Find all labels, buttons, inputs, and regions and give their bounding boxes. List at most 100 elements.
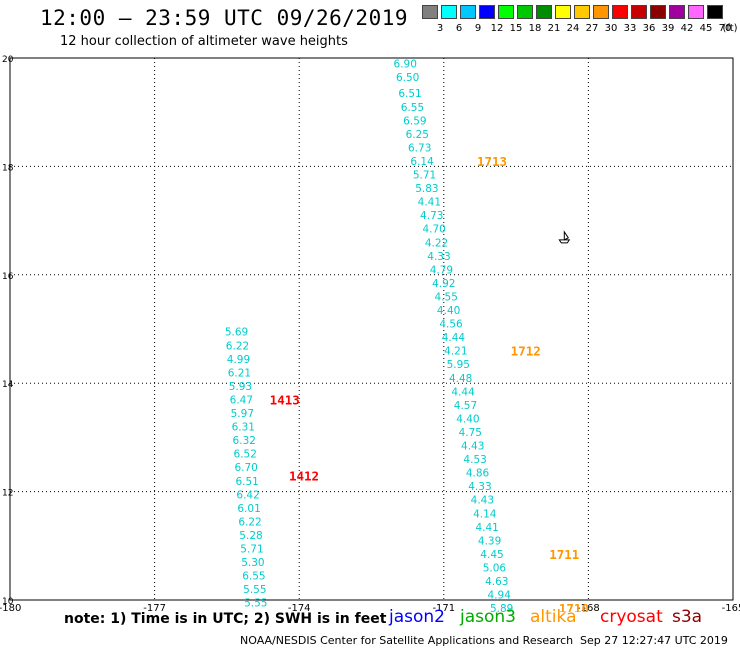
wave-height-value: 4.33: [468, 481, 491, 493]
wave-height-value: 4.75: [459, 427, 482, 439]
color-swatch-36: [631, 5, 647, 19]
wave-height-value: 4.63: [485, 576, 508, 588]
wave-height-value: 4.99: [227, 354, 250, 366]
wave-height-value: 4.73: [420, 210, 443, 222]
wave-height-value: 4.33: [427, 251, 450, 263]
wave-height-value: 6.14: [410, 156, 434, 168]
wave-height-value: 6.90: [394, 58, 417, 70]
pass-time-label: 1412: [279, 609, 309, 612]
wave-height-value: 6.51: [398, 88, 421, 100]
wave-height-value: 5.83: [415, 183, 438, 195]
wave-height-value: 4.94: [488, 590, 512, 602]
color-swatch-label: 39: [661, 23, 675, 34]
wave-height-value: 5.30: [241, 557, 264, 569]
pass-time-label: 1412: [289, 468, 319, 483]
wave-height-value: 4.43: [461, 441, 484, 453]
wave-height-value: 6.51: [235, 476, 258, 488]
pass-time-label: 1413: [270, 392, 300, 407]
wave-height-value: 4.79: [430, 264, 453, 276]
pass-time-label: 1710: [559, 601, 589, 612]
pass-time-label: 1711: [549, 547, 579, 562]
color-swatch-label: 15: [509, 23, 523, 34]
wave-height-value: 6.42: [236, 489, 259, 501]
page-subtitle: 12 hour collection of altimeter wave hei…: [60, 34, 348, 49]
wave-height-value: 4.48: [449, 373, 472, 385]
wave-height-value: 4.22: [425, 237, 448, 249]
color-swatch-label: 24: [566, 23, 580, 34]
color-swatch-27: [574, 5, 590, 19]
wave-height-value: 6.01: [237, 503, 260, 515]
y-tick-label: 14: [2, 380, 14, 390]
satellite-label-jason2: jason2: [389, 607, 445, 627]
wave-height-value: 5.69: [225, 327, 248, 339]
x-tick-label: -180: [0, 603, 21, 612]
pass-time-label: 1712: [511, 344, 541, 359]
wave-height-value: 4.39: [478, 535, 501, 547]
color-swatch-label: 36: [642, 23, 656, 34]
color-swatch-label: 12: [490, 23, 504, 34]
color-swatch-39: [650, 5, 666, 19]
wave-height-value: 5.55: [243, 584, 266, 596]
wave-height-value: 4.45: [480, 549, 503, 561]
satellite-label-s3a: s3a: [672, 607, 703, 627]
wave-height-value: 6.22: [226, 340, 249, 352]
sailboat-marker-icon: [558, 230, 571, 244]
wave-height-value: 4.70: [422, 224, 445, 236]
page-title: 12:00 – 23:59 UTC 09/26/2019: [40, 6, 409, 30]
wave-height-value: 4.53: [463, 454, 486, 466]
x-tick-label: -177: [143, 603, 166, 612]
color-swatch-33: [612, 5, 628, 19]
wave-height-value: 5.28: [239, 530, 262, 542]
wave-height-value: 5.71: [413, 170, 436, 182]
color-swatch-6: [441, 5, 457, 19]
wave-height-value: 6.47: [230, 394, 253, 406]
pass-time-label: 1713: [477, 154, 507, 169]
wave-height-value: 4.44: [442, 332, 466, 344]
color-swatch-15: [498, 5, 514, 19]
color-swatch-label: 45: [699, 23, 713, 34]
satellite-label-cryosat: cryosat: [600, 607, 663, 627]
color-swatch-12: [479, 5, 495, 19]
color-swatch-3: [422, 5, 438, 19]
wave-height-value: 4.57: [454, 400, 477, 412]
wave-height-value: 5.89: [490, 603, 513, 612]
satellite-label-altika: altika: [530, 607, 577, 627]
wave-height-value: 4.43: [471, 495, 494, 507]
x-tick-label: -168: [577, 603, 600, 612]
wave-height-value: 4.86: [466, 468, 490, 480]
color-swatch-label: 21: [547, 23, 561, 34]
color-swatch-30: [593, 5, 609, 19]
color-swatch-label: 9: [474, 23, 482, 34]
wave-height-value: 6.70: [234, 462, 257, 474]
color-swatch-45: [688, 5, 704, 19]
y-tick-label: 10: [2, 597, 14, 607]
color-swatch-18: [517, 5, 533, 19]
wave-height-value: 4.14: [473, 508, 497, 520]
wave-height-value: 6.59: [403, 115, 426, 127]
wave-height-value: 5.95: [447, 359, 470, 371]
wave-height-value: 4.40: [456, 413, 479, 425]
color-swatch-label: 30: [604, 23, 618, 34]
color-swatch-label: 42: [680, 23, 694, 34]
wave-height-value: 6.32: [233, 435, 256, 447]
wave-height-value: 6.52: [234, 449, 257, 461]
footer-note: note: 1) Time is in UTC; 2) SWH is in fe…: [64, 611, 387, 627]
wave-height-value: 6.50: [396, 72, 419, 84]
y-tick-label: 20: [2, 55, 14, 65]
color-swatch-label: 3: [436, 23, 444, 34]
wave-height-value: 6.73: [408, 142, 431, 154]
wave-height-value: 4.44: [451, 386, 475, 398]
wave-height-value: 6.21: [228, 367, 251, 379]
wave-height-value: 6.55: [401, 102, 424, 114]
generation-timestamp: Sep 27 12:27:47 UTC 2019: [580, 634, 728, 647]
y-tick-label: 18: [2, 163, 14, 173]
wave-height-value: 4.21: [444, 346, 467, 358]
color-swatch-70: [707, 5, 723, 19]
plot-frame: [9, 57, 734, 601]
wave-height-value: 4.92: [432, 278, 455, 290]
color-swatch-21: [536, 5, 552, 19]
wave-height-value: 5.71: [240, 544, 263, 556]
wave-height-value: 5.55: [244, 598, 267, 610]
color-swatch-label: 27: [585, 23, 599, 34]
satellite-label-jason3: jason3: [460, 607, 516, 627]
